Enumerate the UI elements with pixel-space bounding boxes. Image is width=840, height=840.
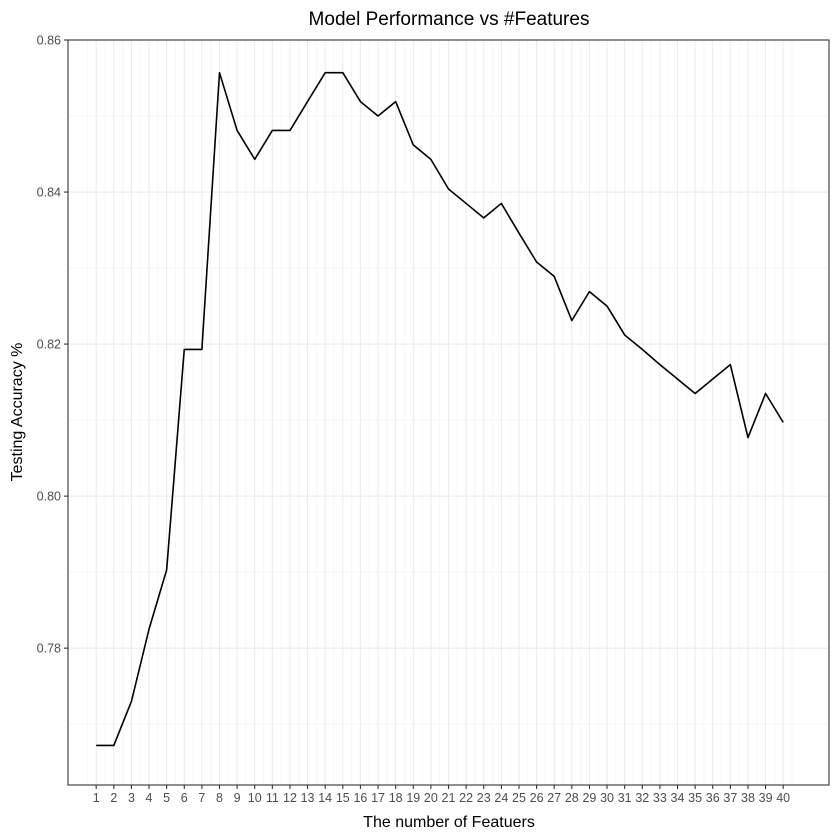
x-tick-label: 5 [163, 791, 170, 805]
x-tick-label: 22 [459, 791, 473, 805]
chart-title: Model Performance vs #Features [309, 9, 590, 30]
y-axis-title: Testing Accuracy % [9, 343, 26, 482]
y-axis-ticks: 0.78 0.80 0.82 0.84 0.86 [37, 34, 68, 656]
x-tick-label: 10 [248, 791, 262, 805]
x-tick-label: 7 [198, 791, 205, 805]
x-tick-label: 12 [283, 791, 297, 805]
y-tick-label: 0.82 [37, 338, 61, 352]
y-tick-label: 0.86 [37, 34, 61, 48]
x-tick-label: 37 [723, 791, 737, 805]
x-tick-label: 30 [600, 791, 614, 805]
x-tick-label: 6 [181, 791, 188, 805]
x-tick-label: 19 [406, 791, 420, 805]
x-tick-label: 17 [371, 791, 385, 805]
x-tick-label: 11 [266, 791, 279, 805]
x-tick-label: 21 [442, 791, 456, 805]
x-tick-label: 36 [706, 791, 720, 805]
x-axis-ticks: 1 2 3 4 5 6 7 8 9 10 11 12 13 14 15 16 17 18 19 20 21 22 23 24 2… [93, 785, 790, 805]
x-tick-label: 3 [128, 791, 135, 805]
x-tick-label: 2 [110, 791, 117, 805]
x-tick-label: 28 [565, 791, 579, 805]
minor-gridlines [68, 40, 829, 785]
major-gridlines [68, 39, 829, 785]
x-tick-label: 9 [234, 791, 241, 805]
x-tick-label: 35 [688, 791, 702, 805]
x-tick-label: 15 [336, 791, 350, 805]
y-tick-label: 0.84 [37, 186, 61, 200]
series-lines [96, 71, 784, 747]
x-tick-label: 32 [635, 791, 649, 805]
x-tick-label: 13 [301, 791, 315, 805]
y-tick-label: 0.78 [37, 642, 61, 656]
x-tick-label: 23 [477, 791, 491, 805]
x-tick-label: 33 [653, 791, 667, 805]
x-tick-label: 29 [582, 791, 596, 805]
x-tick-label: 26 [530, 791, 544, 805]
x-tick-label: 38 [741, 791, 755, 805]
x-tick-label: 27 [547, 791, 561, 805]
x-tick-label: 14 [318, 791, 332, 805]
y-tick-label: 0.80 [37, 490, 61, 504]
x-tick-label: 39 [759, 791, 773, 805]
x-tick-label: 16 [353, 791, 367, 805]
x-tick-label: 4 [146, 791, 153, 805]
x-axis-title: The number of Featuers [363, 814, 535, 831]
x-tick-label: 1 [93, 791, 100, 805]
x-tick-label: 24 [494, 791, 508, 805]
x-tick-label: 40 [776, 791, 790, 805]
x-tick-label: 18 [389, 791, 403, 805]
x-tick-label: 8 [216, 791, 223, 805]
x-tick-label: 34 [671, 791, 685, 805]
x-tick-label: 31 [618, 791, 632, 805]
x-tick-label: 25 [512, 791, 526, 805]
x-tick-label: 20 [424, 791, 438, 805]
series-line-1 [96, 71, 784, 747]
